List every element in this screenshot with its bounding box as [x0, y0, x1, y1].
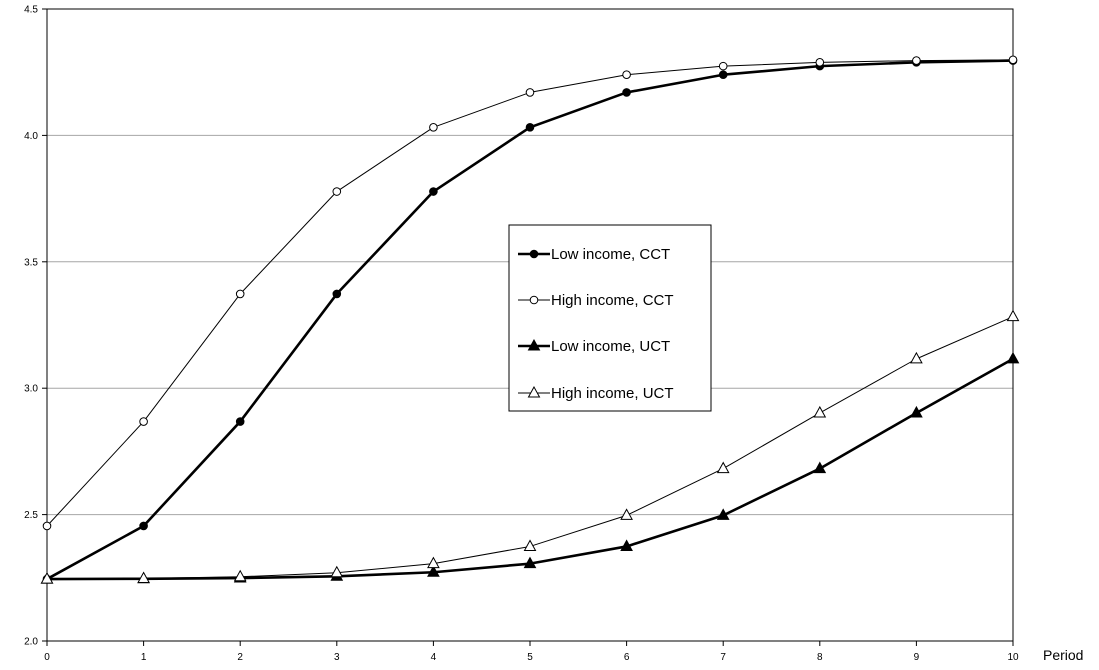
data-point [330, 565, 344, 578]
legend-label: Low income, UCT [551, 338, 670, 355]
data-point [429, 123, 438, 132]
series-layer [40, 55, 1020, 584]
data-point [1006, 351, 1020, 364]
data-point [139, 417, 148, 426]
x-tick-label: 3 [334, 652, 340, 663]
data-point [910, 351, 923, 364]
x-tick-label: 8 [817, 652, 823, 663]
data-point [718, 70, 728, 80]
legend-label: High income, UCT [551, 385, 674, 402]
x-tick-label: 1 [141, 652, 147, 663]
data-point [620, 508, 633, 520]
y-tick-label: 2.5 [24, 510, 38, 521]
x-tick-label: 2 [237, 652, 243, 663]
y-tick-label: 3.0 [24, 384, 38, 395]
series-2 [42, 55, 1018, 531]
y-tick-label: 2.0 [24, 637, 38, 648]
data-point [332, 187, 342, 196]
x-tick-label: 6 [624, 652, 630, 663]
x-tick-label: 7 [720, 652, 726, 663]
x-tick-label: 0 [44, 652, 50, 663]
data-point [622, 88, 631, 97]
series-4 [40, 309, 1020, 584]
data-point [716, 461, 730, 474]
data-point [235, 289, 245, 299]
data-point [523, 539, 537, 551]
legend-marker [527, 338, 541, 351]
x-tick-label: 9 [914, 652, 920, 663]
data-point [813, 405, 827, 418]
data-point [523, 556, 537, 569]
data-point [1006, 309, 1020, 322]
y-tick-label: 4.5 [24, 5, 38, 16]
legend-box [508, 224, 712, 412]
y-tick-label: 3.5 [24, 257, 38, 268]
data-point [716, 508, 730, 520]
legend-label: High income, CCT [551, 292, 674, 309]
data-point [233, 569, 247, 582]
legend-marker [529, 295, 539, 305]
data-point [137, 571, 150, 584]
x-tick-label: 10 [1007, 652, 1019, 663]
data-point [813, 461, 827, 474]
data-point [139, 521, 148, 531]
legend-item: Low income, CCT [518, 246, 670, 263]
data-point [42, 521, 52, 531]
data-point [40, 572, 54, 584]
data-point [525, 88, 535, 97]
x-tick-label: 5 [527, 652, 533, 663]
legend-marker [527, 385, 541, 398]
x-tick-label: 4 [431, 652, 437, 663]
data-point [525, 123, 535, 132]
legend-item: Low income, UCT [518, 338, 670, 355]
data-point [620, 539, 633, 551]
data-point [910, 405, 923, 418]
data-point [427, 565, 440, 577]
data-point [429, 187, 438, 196]
legend: Low income, CCT High income, CCT Low incom… [508, 224, 712, 412]
data-point [427, 556, 440, 569]
legend-marker [529, 249, 539, 259]
x-axis-ticks: 0 1 2 3 4 5 6 7 8 9 10 [44, 641, 1019, 663]
legend-item: High income, UCT [518, 385, 674, 402]
y-axis-ticks: 2.0 2.5 3.0 3.5 4.0 4.5 [24, 5, 47, 648]
data-point [235, 417, 245, 426]
data-point [332, 289, 342, 299]
x-axis-title: Period [1043, 647, 1083, 663]
data-point [718, 61, 728, 71]
data-point [815, 58, 825, 67]
y-tick-label: 4.0 [24, 131, 38, 142]
data-point [622, 70, 631, 80]
data-point [912, 56, 921, 65]
legend-label: Low income, CCT [551, 246, 670, 263]
data-point [1008, 55, 1018, 65]
legend-item: High income, CCT [518, 292, 674, 309]
